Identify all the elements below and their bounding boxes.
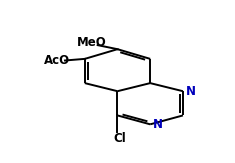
Text: N: N: [153, 118, 163, 131]
Text: N: N: [186, 85, 196, 98]
Text: Cl: Cl: [114, 132, 126, 145]
Text: MeO: MeO: [77, 36, 106, 49]
Text: AcO: AcO: [44, 54, 70, 67]
